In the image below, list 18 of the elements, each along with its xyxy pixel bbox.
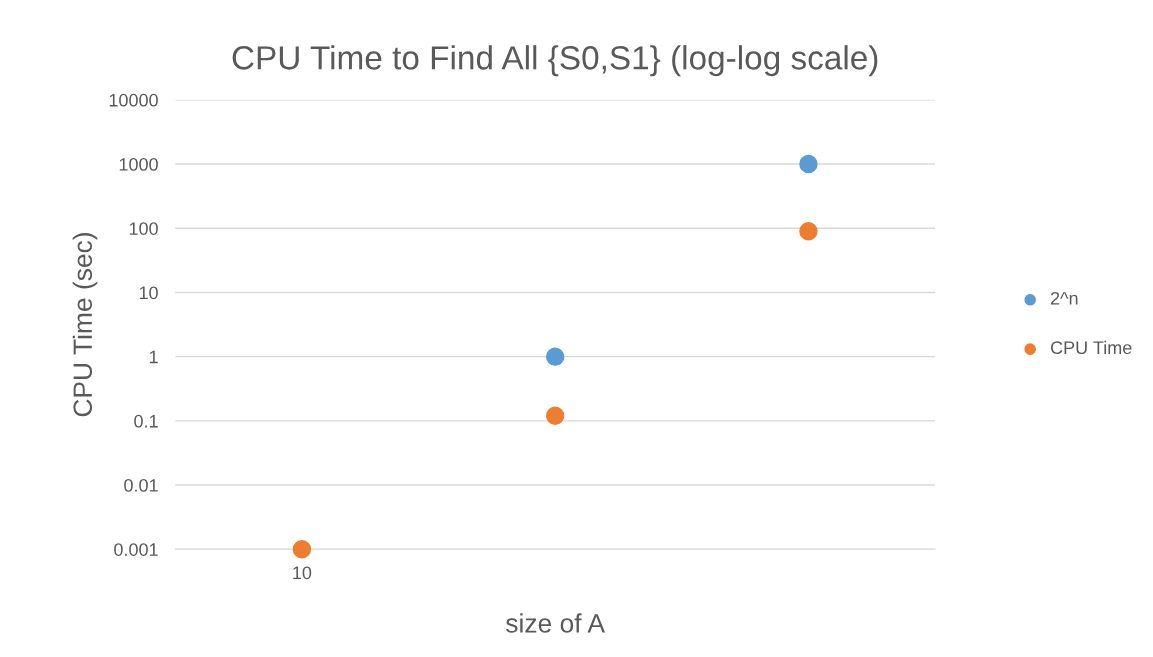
chart-title: CPU Time to Find All {S0,S1} (log-log scale) [232,45,878,77]
y-tick-label: 1 [149,350,158,364]
point [799,221,818,241]
y-tick-label: 100 [129,222,158,235]
y-tick-label: 0.01 [124,478,158,492]
y-tick-label: 1000 [119,158,158,171]
y-tick-label: 0.1 [134,414,158,428]
legend-label: 2^n [1050,291,1078,305]
y-tick-label: 10 [139,286,158,300]
point [799,154,818,174]
y-tick-label: 10000 [109,93,158,107]
legend-label: CPU Time [1050,340,1132,355]
point [545,347,565,366]
point [292,540,312,559]
point [545,406,565,425]
y-axis-title: CPU Time (sec) [72,233,98,417]
x-axis-title: size of A [506,613,605,633]
y-tick-label: 0.001 [114,543,158,556]
